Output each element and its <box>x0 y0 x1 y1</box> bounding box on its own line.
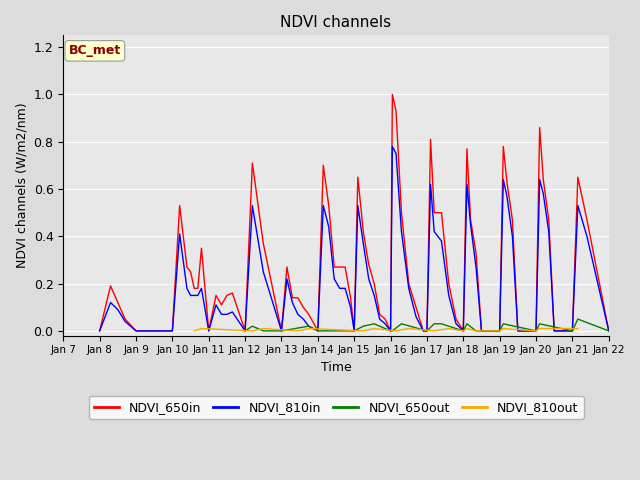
X-axis label: Time: Time <box>321 361 351 374</box>
Y-axis label: NDVI channels (W/m2/nm): NDVI channels (W/m2/nm) <box>15 103 28 268</box>
Text: BC_met: BC_met <box>68 44 121 57</box>
Legend: NDVI_650in, NDVI_810in, NDVI_650out, NDVI_810out: NDVI_650in, NDVI_810in, NDVI_650out, NDV… <box>88 396 584 419</box>
Title: NDVI channels: NDVI channels <box>280 15 392 30</box>
